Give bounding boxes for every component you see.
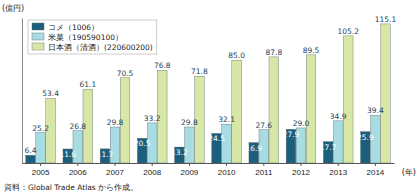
data-label: 32.1: [218, 115, 235, 124]
x-tick: 2005: [32, 163, 50, 177]
data-label: 115.1: [375, 15, 397, 24]
x-tick: 2014: [367, 163, 385, 177]
data-label: 25.9: [357, 133, 374, 142]
x-tick: 2011: [255, 163, 273, 177]
source-note: 資料：Global Trade Atlas から作成。: [4, 183, 138, 192]
data-label: 71.8: [191, 67, 208, 76]
data-label: 29.8: [107, 118, 124, 127]
data-label: 61.1: [79, 80, 96, 89]
bar: [222, 124, 232, 163]
legend-swatch: [32, 33, 44, 40]
data-labels: 6.4 11.6 11.7 20.5 13.2 24.5 16.9 27.9 17.7 25.9 2…: [25, 15, 397, 159]
x-tick-label: 2014: [367, 168, 385, 177]
bar: [343, 36, 353, 163]
x-tick-mark: [226, 163, 227, 166]
x-tick: 2006: [69, 163, 87, 177]
bar: [269, 57, 279, 163]
bar: [232, 60, 242, 163]
x-tick-label: 2007: [106, 168, 124, 177]
x-tick-label: 2009: [181, 168, 199, 177]
data-label: 34.9: [330, 112, 347, 121]
x-tick-mark: [301, 163, 302, 166]
data-label: 85.0: [228, 51, 245, 60]
data-label: 53.4: [42, 89, 59, 98]
bar: [306, 55, 316, 163]
legend: コメ（1006）米菓（190590100）日本酒（清酒）(220600200): [28, 20, 157, 54]
data-label: 70.5: [117, 69, 134, 78]
data-label: 11.6: [59, 150, 76, 159]
data-label: 87.8: [265, 48, 282, 57]
data-label: 29.0: [293, 119, 310, 128]
x-tick-label: 2006: [69, 168, 87, 177]
data-label: 11.7: [97, 150, 114, 159]
data-label: 39.4: [367, 106, 384, 115]
y-axis-title: (億円): [2, 4, 24, 13]
data-label: 17.7: [320, 143, 337, 152]
legend-box: [28, 20, 157, 54]
legend-label: コメ（1006）: [48, 23, 99, 32]
bar: [381, 24, 391, 163]
x-tick-label: 2010: [218, 168, 236, 177]
x-tick-mark: [338, 163, 339, 166]
x-axis-title: (年): [402, 168, 416, 177]
x-tick: 2013: [329, 163, 347, 177]
data-label: 26.8: [69, 122, 86, 131]
x-tick-mark: [115, 163, 116, 166]
x-tick-label: 2011: [255, 168, 273, 177]
x-axis: 2005 2006 2007 2008 2009 2010 2011 2012 2013 2014: [23, 163, 395, 177]
x-tick: 2010: [218, 163, 236, 177]
bars: [26, 24, 391, 163]
data-label: 33.2: [144, 114, 161, 123]
legend-swatch: [32, 23, 44, 30]
data-label: 25.2: [32, 124, 49, 133]
data-label: 89.5: [303, 46, 320, 55]
data-label: 29.8: [181, 118, 198, 127]
data-label: 105.2: [337, 27, 359, 36]
data-label: 24.5: [208, 134, 225, 143]
x-tick-label: 2005: [32, 168, 50, 177]
data-label: 16.9: [245, 144, 262, 153]
x-tick-mark: [375, 163, 376, 166]
x-tick-mark: [40, 163, 41, 166]
x-tick: 2012: [292, 163, 310, 177]
data-label: 27.6: [255, 121, 272, 130]
data-label: 20.5: [134, 139, 151, 148]
x-tick-mark: [189, 163, 190, 166]
chart: 2005 2006 2007 2008 2009 2010 2011 2012 2013 2014…: [0, 0, 418, 195]
x-tick-label: 2013: [329, 168, 347, 177]
x-tick-label: 2012: [292, 168, 310, 177]
x-tick-mark: [77, 163, 78, 166]
bar: [36, 133, 46, 163]
x-tick-mark: [263, 163, 264, 166]
y-axis-line: [22, 19, 23, 164]
x-tick-mark: [152, 163, 153, 166]
data-label: 13.2: [171, 148, 188, 157]
legend-label: 日本酒（清酒）(220600200): [48, 43, 153, 52]
y-axis: [22, 19, 23, 164]
x-tick: 2009: [181, 163, 199, 177]
legend-label: 米菓（190590100）: [48, 33, 123, 42]
x-tick-label: 2008: [143, 168, 161, 177]
data-label: 6.4: [25, 146, 37, 155]
bar: [26, 155, 36, 163]
series-bars: [46, 24, 390, 163]
bar: [185, 127, 195, 163]
data-label: 76.8: [154, 61, 171, 70]
x-tick: 2007: [106, 163, 124, 177]
legend-swatch: [32, 43, 44, 50]
x-tick: 2008: [143, 163, 161, 177]
data-label: 27.9: [283, 130, 300, 139]
plot: 2005 2006 2007 2008 2009 2010 2011 2012 2013 2014…: [23, 15, 397, 177]
